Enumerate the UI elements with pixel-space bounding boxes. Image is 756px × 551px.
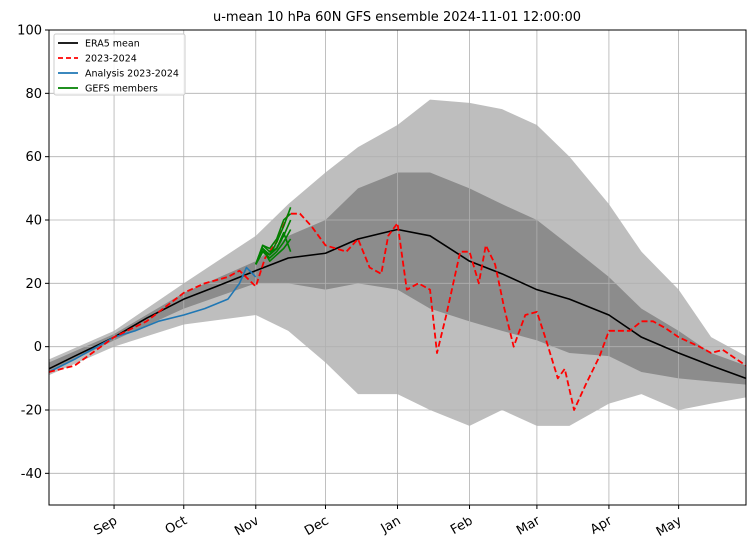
series-line-2023-2024 [48, 212, 747, 411]
legend-label: 2023-2024 [85, 54, 137, 65]
x-tick-label: Jan [378, 513, 404, 537]
x-tick-label: Apr [588, 513, 616, 538]
series-layer [48, 207, 747, 411]
gefs-member-line [255, 213, 292, 265]
legend-label: Analysis 2023-2024 [85, 69, 179, 80]
x-tick-label: Dec [302, 513, 331, 539]
gefs-member-line [255, 238, 292, 265]
y-tick-label: 100 [17, 24, 42, 39]
x-tick-label: Mar [514, 513, 543, 539]
x-tick-label: Feb [448, 513, 475, 538]
legend-box [53, 33, 186, 96]
x-tick-label: May [654, 513, 685, 540]
x-tick-label: Oct [163, 513, 190, 537]
y-tick-label: -40 [21, 467, 42, 482]
gefs-member-line [255, 231, 292, 265]
grid-layer [49, 29, 746, 505]
y-tick-label: 0 [34, 340, 42, 355]
series-line-analysis-2023-2024 [48, 266, 257, 373]
legend: ERA5 mean 2023-2024 Analysis 2023-2024 GEFS… [53, 33, 186, 96]
y-tick-label: -20 [21, 404, 42, 419]
legend-label: GEFS members [85, 84, 158, 95]
x-tick-label: Sep [91, 513, 120, 538]
y-tick-label: 60 [25, 150, 42, 165]
legend-label: ERA5 mean [85, 39, 140, 50]
y-tick-label: 80 [25, 87, 42, 102]
y-tick-label: 40 [25, 214, 42, 229]
x-tick-label: Nov [232, 513, 262, 539]
y-tick-label: 20 [25, 277, 42, 292]
chart-title: u-mean 10 hPa 60N GFS ensemble 2024-11-0… [213, 10, 581, 25]
